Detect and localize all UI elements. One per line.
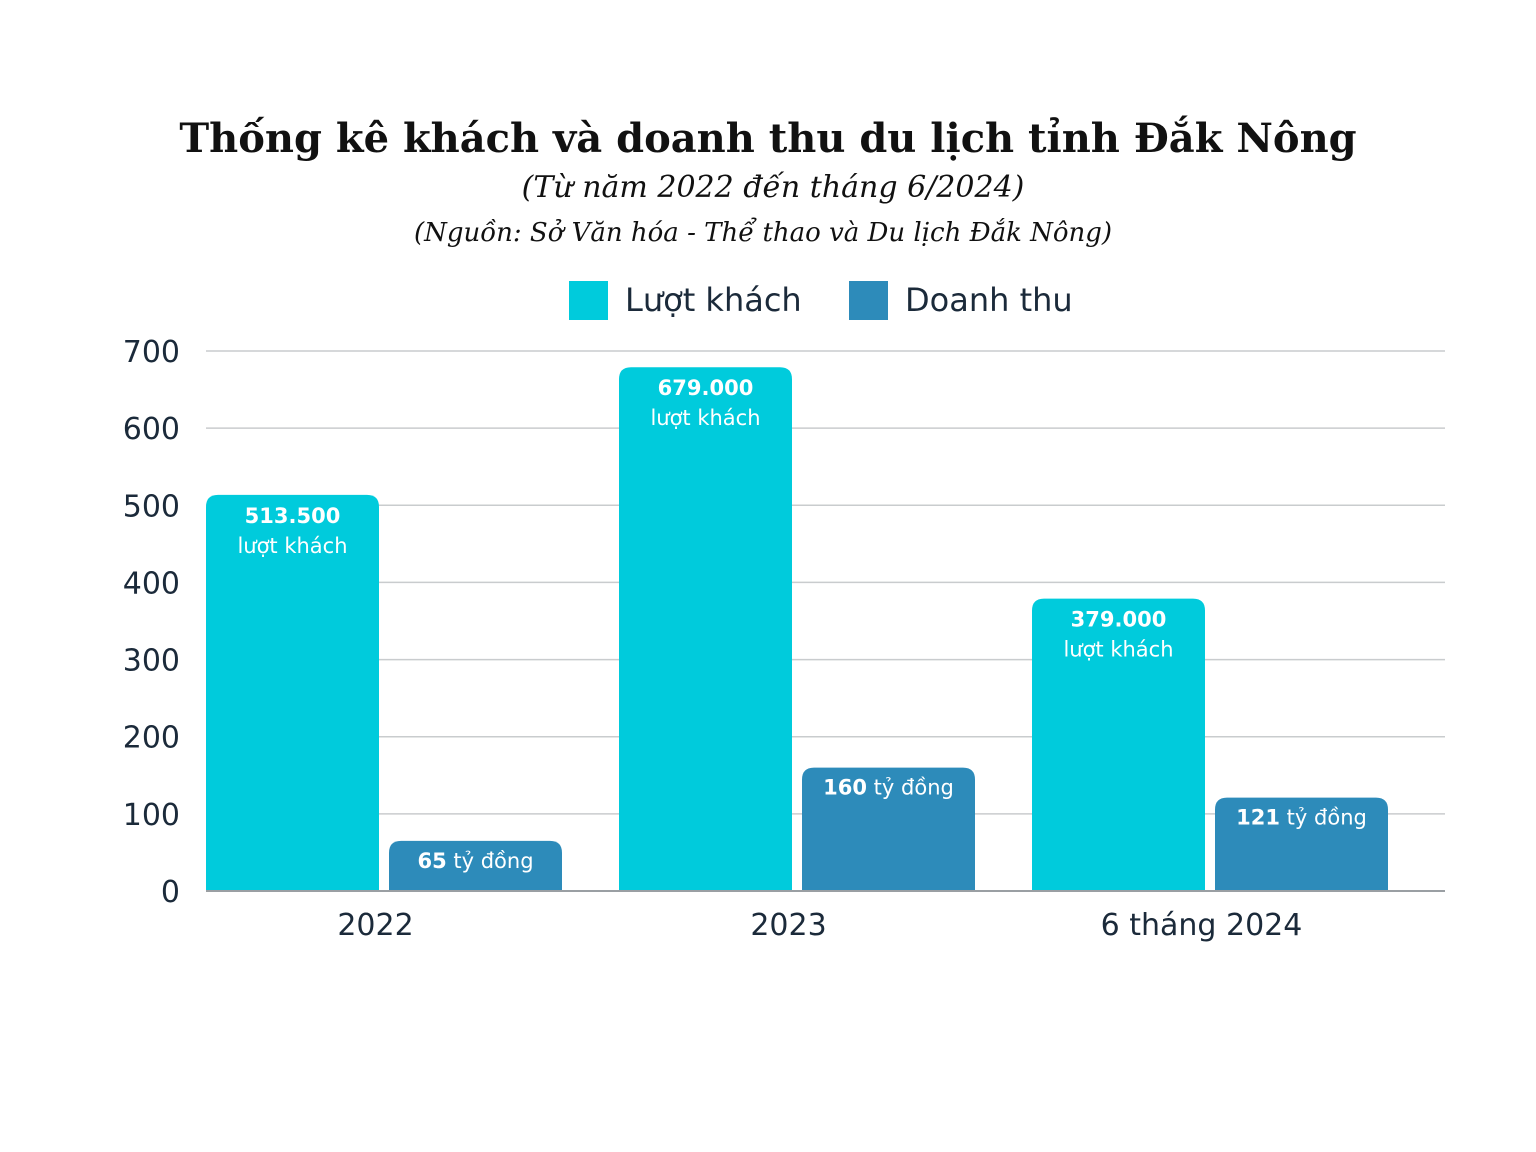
chart-source: (Nguồn: Sở Văn hóa - Thể thao và Du lịch… xyxy=(414,217,1112,248)
x-tick-label: 2023 xyxy=(750,908,826,943)
data-label-value: 65 xyxy=(417,849,446,873)
y-tick-label: 0 xyxy=(161,875,180,910)
legend-swatch-luot-khach xyxy=(569,281,608,320)
data-label-value: 379.000 xyxy=(1071,608,1167,632)
x-tick-label: 2022 xyxy=(337,908,413,943)
bar-doanh-thu-0 xyxy=(389,840,562,891)
bar-doanh-thu-2 xyxy=(1215,797,1388,891)
data-label-unit: tỷ đồng xyxy=(1280,806,1367,830)
data-label: 65 tỷ đồng xyxy=(417,849,533,873)
data-label-unit: lượt khách xyxy=(650,406,760,430)
data-label-unit: tỷ đồng xyxy=(867,776,954,800)
data-label: 121 tỷ đồng xyxy=(1236,806,1367,830)
legend-swatch-doanh-thu xyxy=(849,281,888,320)
y-tick-label: 300 xyxy=(123,644,180,679)
data-label-unit: lượt khách xyxy=(237,534,347,558)
data-label-unit: lượt khách xyxy=(1063,638,1173,662)
y-tick-label: 600 xyxy=(123,412,180,447)
chart-title: Thống kê khách và doanh thu du lịch tỉnh… xyxy=(179,115,1356,162)
y-tick-label: 400 xyxy=(123,566,180,601)
bar-luot-khach-1 xyxy=(619,367,792,891)
data-label-value: 513.500 xyxy=(245,504,341,528)
data-label-unit: tỷ đồng xyxy=(447,849,534,873)
y-tick-label: 700 xyxy=(123,335,180,370)
bar-doanh-thu-1 xyxy=(802,767,975,891)
data-label: 160 tỷ đồng xyxy=(823,776,954,800)
data-label-value: 121 xyxy=(1236,806,1280,830)
x-tick-label: 6 tháng 2024 xyxy=(1101,908,1303,943)
y-tick-label: 500 xyxy=(123,489,180,524)
y-tick-label: 100 xyxy=(123,798,180,833)
legend-label-luot-khach: Lượt khách xyxy=(625,281,802,319)
data-label-value: 679.000 xyxy=(658,376,754,400)
legend: Lượt khách Doanh thu xyxy=(569,281,1073,320)
bar-luot-khach-2 xyxy=(1032,598,1205,891)
data-label-value: 160 xyxy=(823,776,867,800)
y-tick-label: 200 xyxy=(123,721,180,756)
bar-luot-khach-0 xyxy=(206,494,379,891)
chart-subtitle: (Từ năm 2022 đến tháng 6/2024) xyxy=(522,170,1025,205)
legend-label-doanh-thu: Doanh thu xyxy=(905,281,1073,319)
